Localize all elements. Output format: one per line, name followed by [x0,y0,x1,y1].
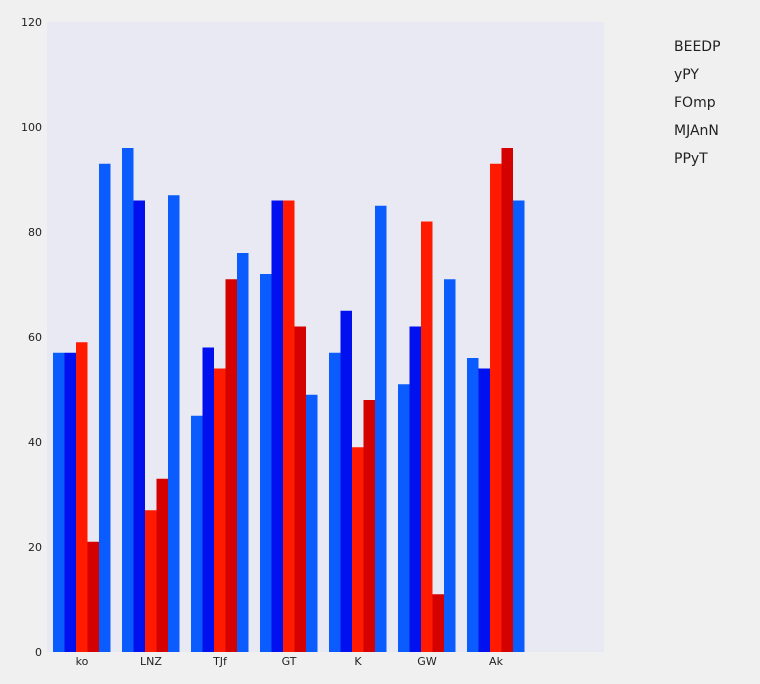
bar [421,221,433,652]
legend-entry: PPyT [674,151,708,167]
legend-entry: FOmp [674,95,716,111]
y-tick-label: 120 [21,16,42,29]
bar [352,447,364,652]
bar [225,279,237,652]
bar [501,148,513,652]
bar [363,400,375,652]
bar [340,310,352,652]
bars-group [53,148,525,652]
x-tick-label: ko [76,655,89,668]
bar [76,342,88,652]
bar [513,200,525,652]
x-axis: ko LNZ TJf GT K GW Ak [76,655,504,668]
bar [64,352,76,652]
bar [53,352,65,652]
bar [409,326,421,652]
bar [99,163,111,652]
legend-entry: MJAnN [674,123,719,139]
y-tick-label: 40 [28,436,42,449]
y-axis: 0 20 40 60 80 100 120 [21,16,42,659]
y-tick-label: 100 [21,121,42,134]
bar [444,279,456,652]
bar [375,205,387,652]
x-tick-label: GW [417,655,437,668]
bar [202,347,214,652]
bar [168,195,180,652]
y-tick-label: 80 [28,226,42,239]
bar [490,163,502,652]
legend-entry: yPY [674,67,699,83]
bar [398,384,410,652]
bar [467,358,479,652]
legend: BEEDP yPY FOmp MJAnN PPyT [674,36,721,176]
bar [191,415,203,652]
x-tick-label: Ak [489,655,504,668]
y-tick-label: 20 [28,541,42,554]
bar [133,200,145,652]
bar [271,200,283,652]
x-tick-label: K [354,655,362,668]
y-tick-label: 60 [28,331,42,344]
bar [237,253,249,652]
bar [156,478,168,652]
x-tick-label: GT [282,655,297,668]
bar [122,148,134,652]
bar [478,368,490,652]
legend-entry: BEEDP [674,39,721,55]
bar [87,541,99,652]
bar [294,326,306,652]
x-tick-label: LNZ [140,655,162,668]
bar [214,368,226,652]
bar [432,594,444,652]
x-tick-label: TJf [212,655,228,668]
bar [329,352,341,652]
bar [306,394,318,652]
y-tick-label: 0 [35,646,42,659]
bar [145,510,157,652]
bar [283,200,295,652]
bar [260,274,272,652]
